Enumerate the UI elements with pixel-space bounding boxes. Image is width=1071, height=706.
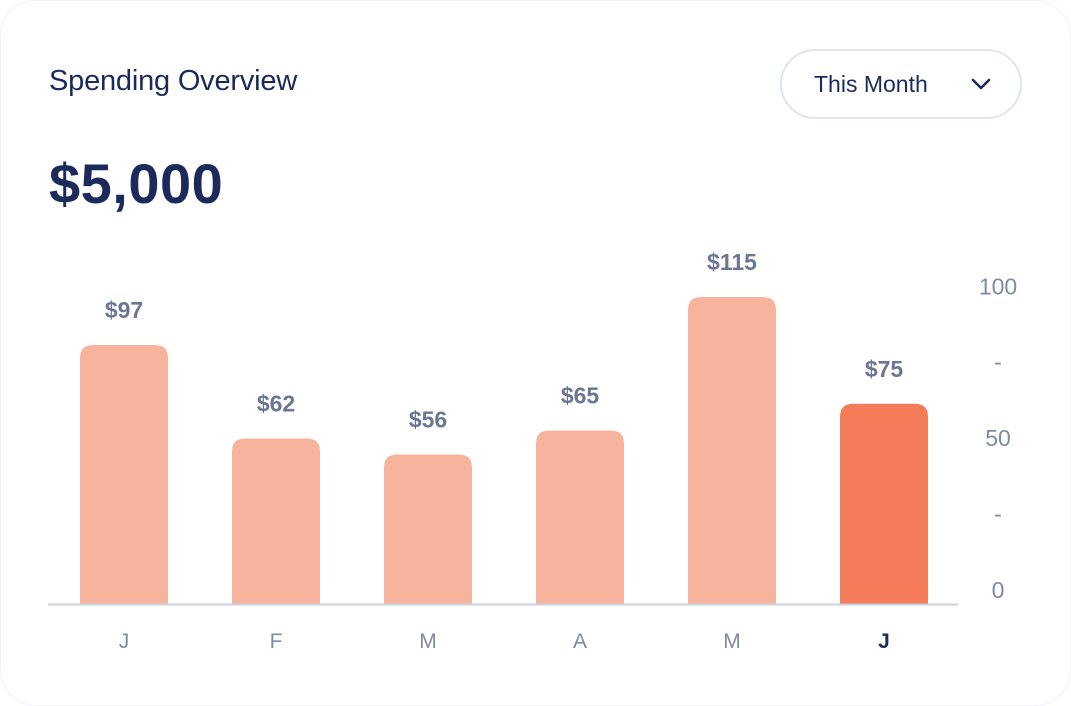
chevron-down-icon xyxy=(971,78,991,90)
x-tick-label-5: J xyxy=(878,630,890,653)
period-dropdown-label: This Month xyxy=(814,71,928,97)
bar-5[interactable] xyxy=(840,403,928,604)
period-dropdown-button[interactable]: This Month xyxy=(780,49,1022,119)
x-tick-label-0: J xyxy=(119,630,130,653)
bar-value-label-2: $56 xyxy=(409,406,447,432)
bar-value-label-4: $115 xyxy=(707,249,757,275)
y-tick-label-4: 0 xyxy=(992,577,1005,603)
y-tick-label-3: - xyxy=(994,501,1002,527)
bar-value-label-3: $65 xyxy=(561,382,600,408)
x-tick-label-2: M xyxy=(419,630,437,653)
x-tick-label-3: A xyxy=(573,630,587,653)
bar-value-label-5: $75 xyxy=(865,356,904,382)
card-title: Spending Overview xyxy=(49,65,298,97)
y-tick-label-1: - xyxy=(994,349,1002,375)
bar-1[interactable] xyxy=(232,438,320,604)
bar-4[interactable] xyxy=(688,296,776,604)
x-tick-label-1: F xyxy=(270,630,283,653)
y-tick-label-0: 100 xyxy=(979,273,1017,299)
bar-value-label-1: $62 xyxy=(257,390,295,416)
x-tick-label-4: M xyxy=(723,630,741,653)
bar-value-label-0: $97 xyxy=(105,297,143,323)
y-tick-label-2: 50 xyxy=(985,425,1011,451)
bar-2[interactable] xyxy=(384,454,472,604)
bar-3[interactable] xyxy=(536,430,624,604)
bar-0[interactable] xyxy=(80,345,168,604)
total-amount: $5,000 xyxy=(49,152,224,215)
